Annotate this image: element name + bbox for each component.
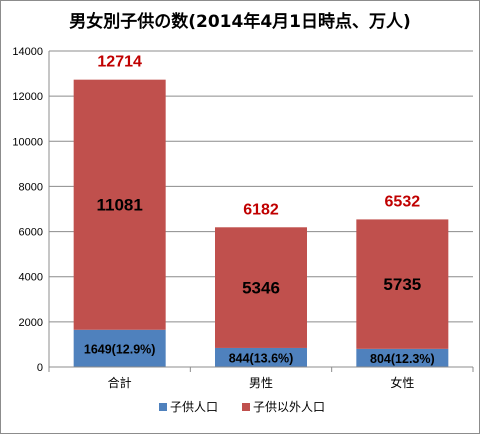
data-label-total: 6182 [243,201,279,218]
y-axis: 0 2000 4000 6000 8000 10000 12000 14000 [12,46,50,374]
x-category-label: 合計 [108,375,132,390]
data-label-children: 804(12.3%) [370,352,435,366]
bar-segment-children [73,329,166,367]
chart-title: 男女別子供の数(2014年4月1日時点、万人) [69,11,411,32]
data-label-total: 6532 [385,193,421,210]
x-category-label: 男性 [249,376,273,390]
legend-swatch [159,403,167,411]
data-label-non-children: 5735 [383,275,421,294]
y-tick-label: 6000 [19,227,43,239]
y-tick-label: 0 [37,362,43,374]
y-tick-label: 4000 [19,272,43,284]
data-label-children: 844(13.6%) [229,351,294,365]
y-tick-label: 2000 [19,317,43,329]
y-tick-label: 12000 [12,91,43,103]
data-label-non-children: 11081 [96,196,142,215]
x-category-label: 女性 [390,375,414,390]
data-labels: 1649(12.9%) 11081 12714 844(13.6%) 5346 6182 8… [84,54,435,366]
data-label-children: 1649(12.9%) [84,342,156,356]
bar-segment-non-children [215,227,307,348]
y-tick-label: 10000 [12,136,43,148]
legend-swatch [242,403,250,411]
data-label-non-children: 5346 [242,279,280,298]
legend-label: 子供以外人口 [253,400,325,414]
y-tick-label: 14000 [12,46,43,58]
bar-segment-non-children [356,219,449,349]
bar-segment-children [215,347,307,367]
data-label-total: 12714 [97,54,142,71]
bars [73,79,449,367]
x-axis: 合計 男性 女性 [48,366,474,390]
y-tick-label: 8000 [19,181,43,193]
bar-segment-non-children [73,79,166,330]
bar-segment-children [356,348,449,367]
legend: 子供人口 子供以外人口 [159,400,325,414]
legend-label: 子供人口 [170,400,218,414]
